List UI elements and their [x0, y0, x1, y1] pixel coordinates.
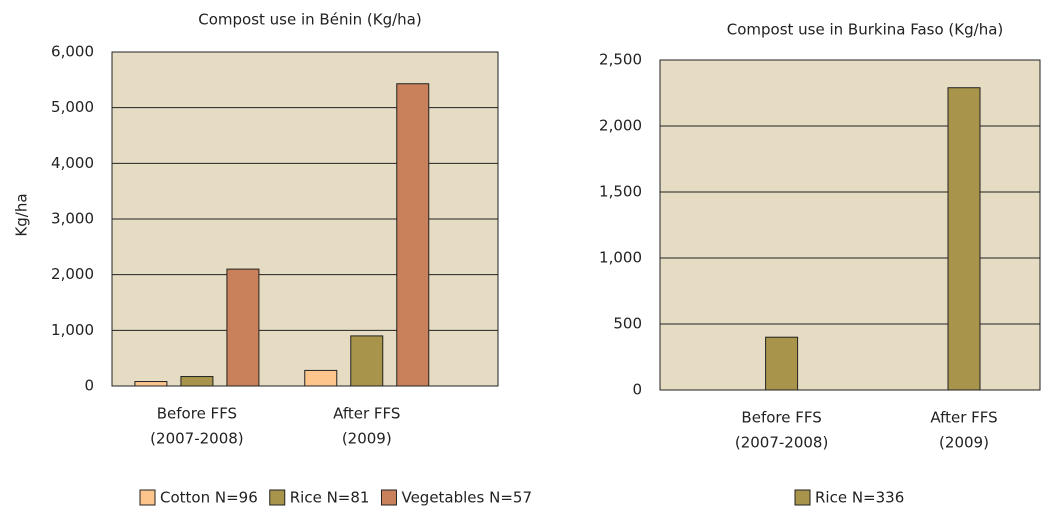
legend-swatch	[269, 489, 286, 506]
bar	[947, 87, 981, 391]
legend-swatch	[794, 489, 811, 506]
y-tick-label: 500	[613, 315, 642, 333]
y-tick-label: 0	[84, 377, 94, 395]
y-tick-label: 1,000	[599, 249, 642, 267]
legend-swatch	[380, 489, 397, 506]
bar	[304, 369, 338, 387]
x-tick-label: (2007-2008)	[150, 430, 243, 448]
x-tick-label: After FFS	[930, 409, 997, 427]
y-tick-label: 2,000	[599, 117, 642, 135]
bar	[134, 381, 168, 387]
legend-label: Cotton N=96	[160, 489, 258, 507]
legend-label: Rice N=336	[815, 489, 904, 507]
legend-label: Rice N=81	[290, 489, 370, 507]
y-axis-title: Kg/ha	[13, 193, 31, 236]
plot-area	[659, 59, 1041, 391]
bar	[765, 336, 799, 391]
bar	[350, 335, 384, 387]
y-tick-label: 2,500	[599, 51, 642, 69]
x-tick-label: (2007-2008)	[735, 434, 828, 452]
legend-label: Vegetables N=57	[401, 489, 532, 507]
chart-title: Compost use in Bénin (Kg/ha)	[198, 11, 421, 29]
y-tick-label: 3,000	[51, 210, 94, 228]
bar	[180, 376, 214, 387]
y-tick-label: 1,000	[51, 321, 94, 339]
bar	[226, 268, 260, 387]
legend-swatch	[139, 489, 156, 506]
chart-title: Compost use in Burkina Faso (Kg/ha)	[727, 21, 1004, 39]
x-tick-label: (2009)	[939, 434, 989, 452]
y-tick-label: 4,000	[51, 154, 94, 172]
x-tick-label: Before FFS	[157, 405, 237, 423]
bar	[396, 83, 430, 387]
y-tick-label: 2,000	[51, 265, 94, 283]
x-tick-label: After FFS	[333, 405, 400, 423]
y-tick-label: 1,500	[599, 183, 642, 201]
x-tick-label: (2009)	[342, 430, 392, 448]
y-tick-label: 0	[632, 381, 642, 399]
x-tick-label: Before FFS	[741, 409, 821, 427]
y-tick-label: 5,000	[51, 98, 94, 116]
y-tick-label: 6,000	[51, 43, 94, 61]
